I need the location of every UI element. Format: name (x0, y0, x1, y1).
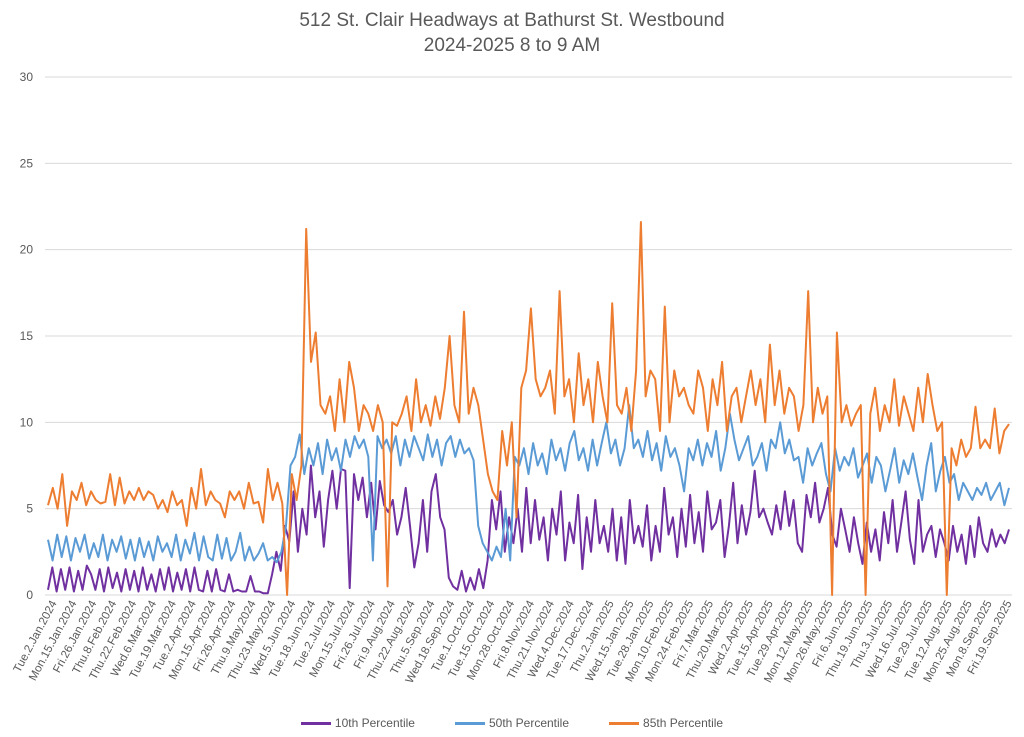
series-lines (47, 221, 1010, 596)
y-tick-label: 20 (20, 243, 34, 257)
series-line-10th-percentile (47, 464, 1010, 595)
y-tick-label: 10 (20, 415, 34, 429)
chart-title: 512 St. Clair Headways at Bathurst St. W… (0, 8, 1024, 58)
series-line-85th-percentile (47, 221, 1010, 596)
chart-subtitle: 2024-2025 8 to 9 AM (423, 35, 601, 56)
series-line-50th-percentile (47, 404, 1010, 564)
y-tick-label: 25 (20, 156, 34, 170)
y-tick-label: 5 (26, 502, 33, 516)
y-tick-label: 0 (26, 588, 33, 602)
legend-item: 50th Percentile (454, 716, 570, 730)
legend-swatch (609, 721, 640, 725)
legend-label: 50th Percentile (488, 716, 570, 730)
y-tick-label: 30 (20, 70, 34, 84)
x-axis-ticks: Tue.2.Jan.2024Mon.15.Jan.2024Fri.26.Jan.… (12, 598, 1015, 685)
chart-title-line1: 512 St. Clair Headways at Bathurst St. W… (299, 10, 725, 31)
y-tick-label: 15 (20, 329, 34, 343)
legend-swatch (454, 721, 485, 725)
legend: 10th Percentile 50th Percentile 85th Perce… (0, 716, 1024, 730)
legend-label: 10th Percentile (334, 716, 415, 730)
y-axis-ticks: 0 5 10 15 20 25 30 (20, 70, 34, 602)
legend-item: 10th Percentile (300, 716, 415, 730)
legend-label: 85th Percentile (643, 716, 724, 730)
legend-swatch (300, 721, 331, 725)
legend-item: 85th Percentile (609, 716, 723, 730)
